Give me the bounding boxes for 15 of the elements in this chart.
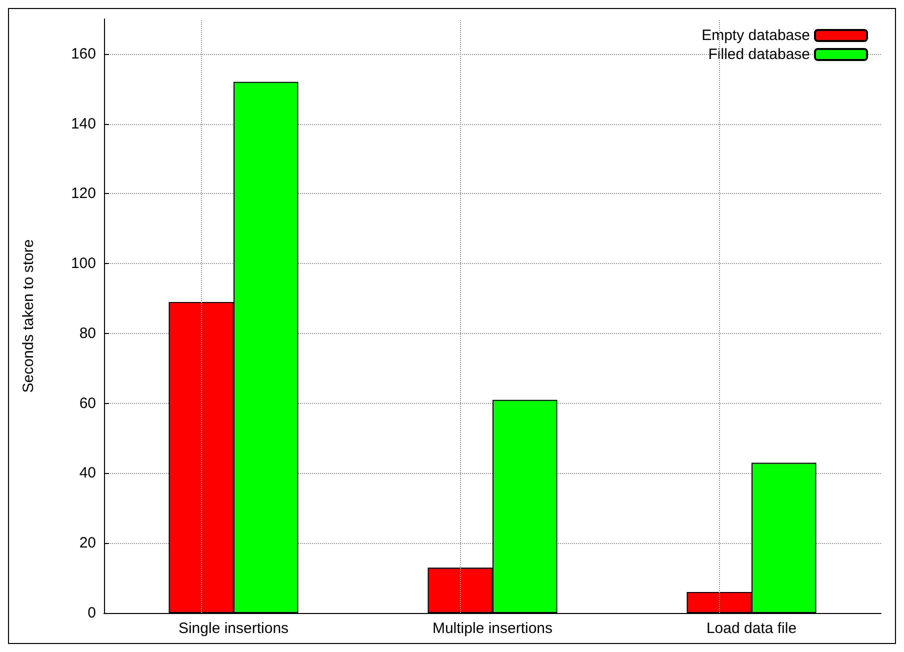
x-tick-label: Multiple insertions — [432, 620, 553, 637]
y-tick-label: 0 — [88, 604, 96, 622]
y-axis-title: Seconds taken to store — [20, 239, 37, 393]
y-tick-label: 80 — [79, 324, 96, 342]
y-tick-label: 60 — [79, 394, 96, 412]
x-tick-label: Load data file — [706, 620, 797, 637]
y-tick-label: 100 — [70, 255, 96, 272]
y-tick-label: 140 — [70, 115, 96, 132]
legend-label: Filled database — [708, 46, 810, 63]
y-tick-label: 160 — [70, 45, 96, 62]
y-tick-label: 40 — [79, 464, 96, 482]
y-tick-label: 120 — [70, 185, 96, 202]
x-tick-label: Single insertions — [178, 620, 289, 637]
y-tick-label: 20 — [79, 534, 96, 552]
legend-label: Empty database — [702, 27, 810, 44]
